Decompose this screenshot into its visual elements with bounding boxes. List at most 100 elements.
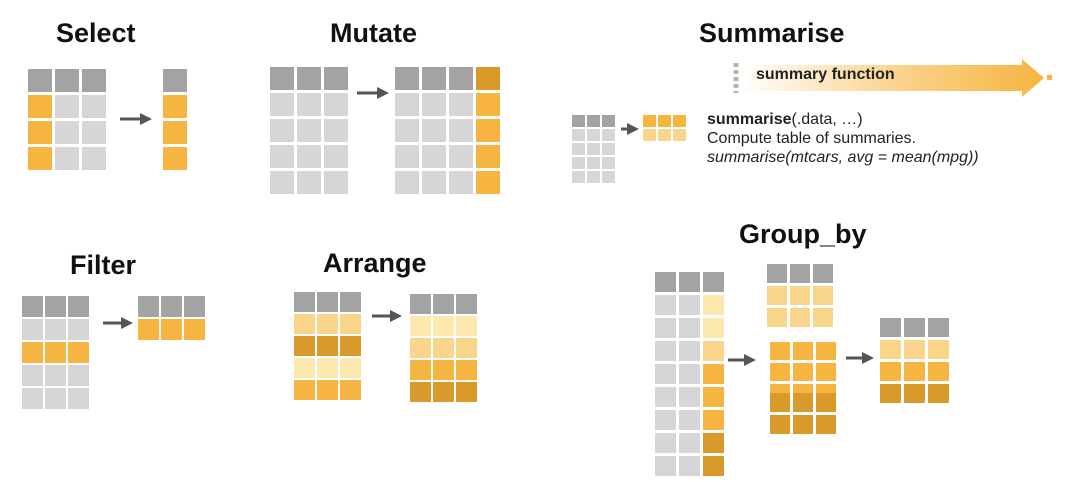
table-cell [655,295,676,315]
table-cell [395,171,419,194]
table-cell [45,365,66,386]
arrow-right-icon [621,123,639,135]
table-cell [422,145,446,168]
table-cell [317,358,338,378]
table-cell [928,384,949,403]
table-cell [68,319,89,340]
title-arrange: Arrange [323,248,427,278]
table-cell [703,341,724,361]
table-cell [880,362,901,381]
table-cell [673,115,686,127]
table-cell [655,364,676,384]
table-cell [703,364,724,384]
table-cell [602,171,615,183]
table-cell [587,129,600,141]
table-cell [476,119,500,142]
title-select: Select [56,18,136,48]
table-cell [297,67,321,90]
table-cell [22,388,43,409]
table-cell [163,121,187,144]
table-cell [880,384,901,403]
table-cell [422,119,446,142]
table-cell [317,292,338,312]
table-cell [297,171,321,194]
table-cell [410,360,431,380]
table-cell [45,388,66,409]
table-cell [317,336,338,356]
table-cell [816,363,836,381]
table-cell [572,129,585,141]
table-cell [655,387,676,407]
table-cell [294,380,315,400]
table-cell [476,93,500,116]
table-cell [68,296,89,317]
table-cell [679,456,700,476]
table-cell [395,145,419,168]
table-cell [422,171,446,194]
table-cell [22,296,43,317]
table-cell [790,308,810,327]
table-cell [163,69,187,92]
table-cell [410,316,431,336]
table-cell [602,157,615,169]
table-cell [456,338,477,358]
table-cell [904,384,925,403]
table-cell [456,316,477,336]
arrow-right-icon [846,352,874,364]
table-cell [904,318,925,337]
title-summarise: Summarise [699,18,845,48]
table-cell [163,147,187,170]
table-cell [317,380,338,400]
table-cell [679,318,700,338]
table-cell [340,380,361,400]
table-cell [880,340,901,359]
table-cell [161,319,182,340]
table-cell [163,95,187,118]
table-cell [655,433,676,453]
table-cell [294,358,315,378]
table-cell [28,147,52,170]
table-cell [679,433,700,453]
table-cell [793,342,813,360]
table-cell [138,319,159,340]
arrow-right-icon [372,310,402,322]
table-cell [813,264,833,283]
table-cell [602,129,615,141]
table-cell [703,318,724,338]
table-cell [655,318,676,338]
summary-function-banner [733,59,1052,97]
table-cell [904,340,925,359]
table-cell [433,316,454,336]
table-cell [22,319,43,340]
table-cell [703,456,724,476]
table-cell [270,67,294,90]
table-cell [813,308,833,327]
table-cell [572,115,585,127]
table-cell [655,410,676,430]
table-cell [410,294,431,314]
table-cell [658,129,671,141]
summarise-description: summarise(.data, …) Compute table of sum… [707,110,979,167]
table-cell [679,295,700,315]
table-cell [655,272,676,292]
arrow-right-icon [120,113,152,125]
table-cell [449,67,473,90]
table-cell [410,382,431,402]
table-cell [476,145,500,168]
table-cell [395,93,419,116]
table-cell [587,115,600,127]
table-cell [270,145,294,168]
table-cell [770,363,790,381]
table-cell [433,338,454,358]
arrow-right-icon [728,354,756,366]
table-cell [703,410,724,430]
table-cell [22,342,43,363]
table-cell [68,342,89,363]
table-cell [45,319,66,340]
table-cell [449,119,473,142]
table-cell [395,119,419,142]
table-cell [297,145,321,168]
table-cell [45,296,66,317]
table-cell [410,338,431,358]
summarise-function-args: (.data, …) [791,111,863,128]
